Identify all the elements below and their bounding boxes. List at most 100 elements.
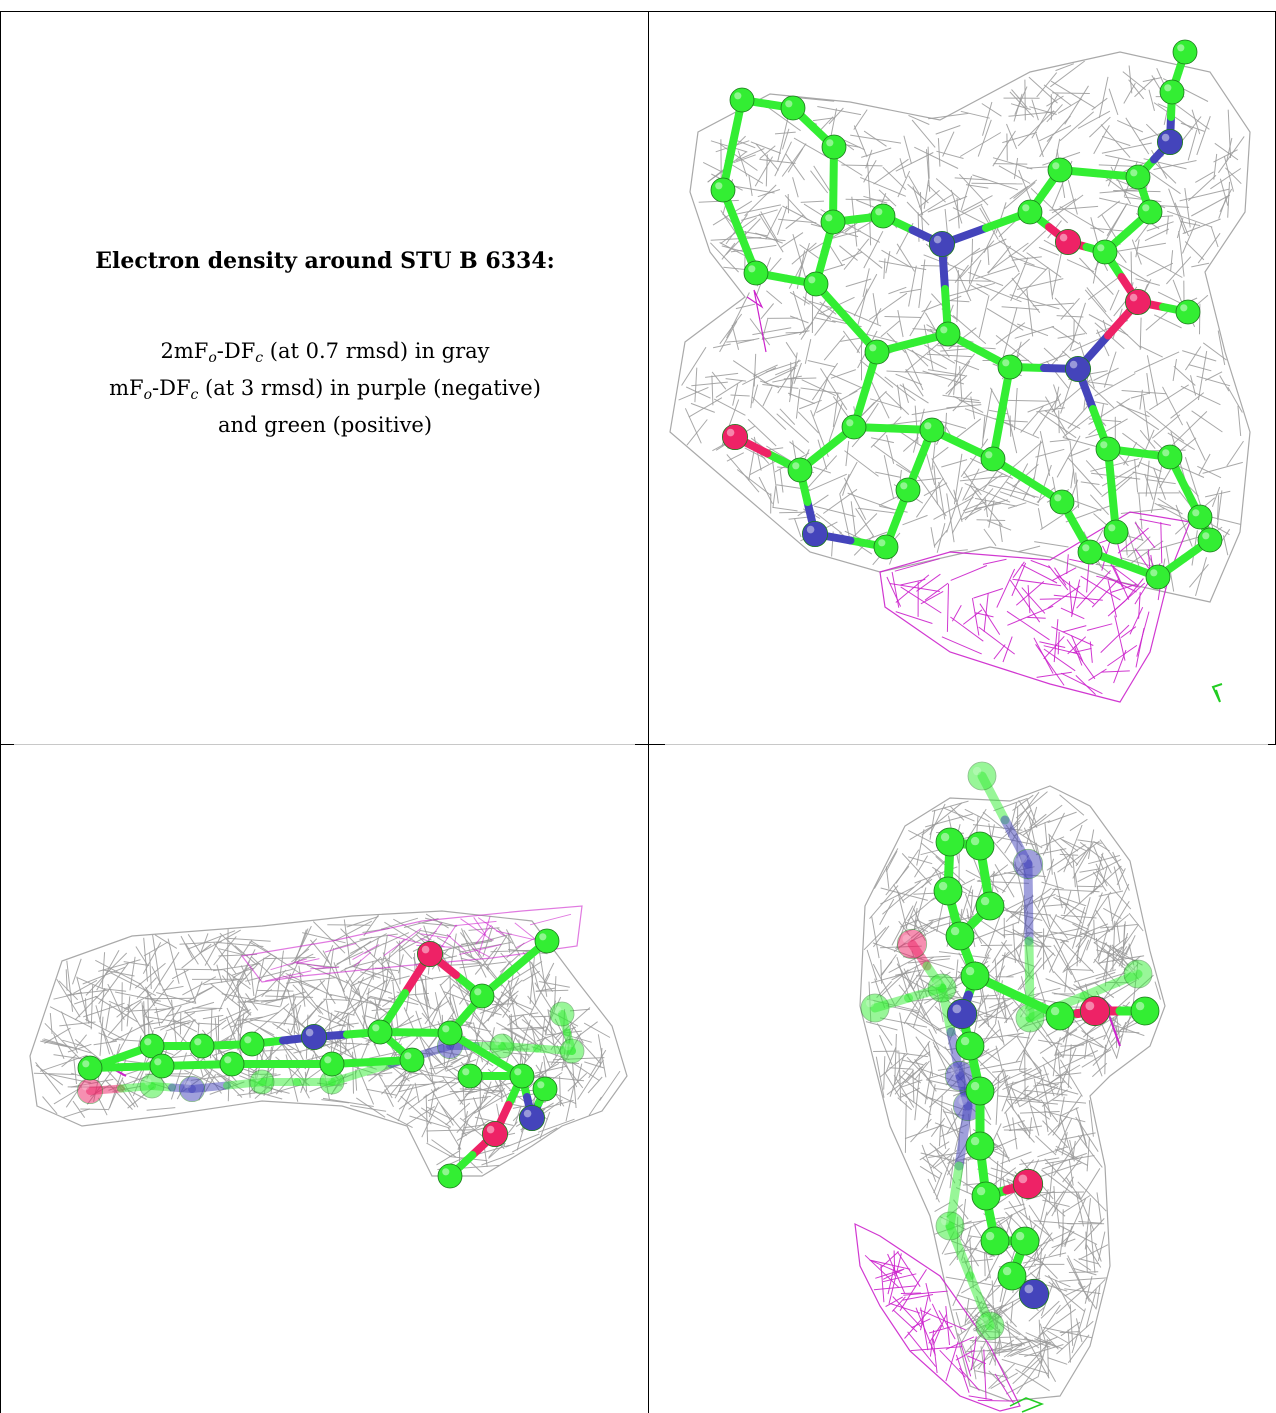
top-view-carbon-atom-highlight [1022, 204, 1030, 212]
side-view-carbon-atom-highlight [372, 1024, 380, 1032]
top-view-carbon-atom [803, 271, 829, 297]
side-view-carbon-atom [139, 1033, 165, 1059]
side-view-back-nitrogen-atom [178, 1075, 205, 1102]
edge-view-carbon-atom [935, 827, 965, 857]
top-view-carbon-atom-highlight [734, 92, 742, 100]
side-view-carbon-atom [219, 1051, 245, 1077]
top-view-carbon-atom [710, 177, 736, 203]
edge-view-oxygen-atom [1079, 995, 1111, 1027]
edge-view-carbon-atom [965, 831, 995, 861]
top-view-carbon-atom [1145, 564, 1171, 590]
positive-density-fragment [1009, 1397, 1045, 1413]
side-view-oxygen-atom [481, 1120, 508, 1147]
top-view-carbon-atom-highlight [875, 208, 883, 216]
edge-view-carbon-atom-highlight [1015, 1231, 1025, 1241]
top-view-carbon-atom-highlight [1192, 509, 1200, 517]
edge-view-carbon-atom [965, 1131, 995, 1161]
negative-density-mesh [240, 905, 583, 983]
top-view-oxygen-atom-highlight [1129, 293, 1138, 302]
side-view-carbon-atom-highlight [194, 1038, 202, 1046]
edge-view-oxygen-atom [1012, 1168, 1044, 1200]
side-view-carbon-atom-highlight [537, 1081, 545, 1089]
edge-view-carbon-atom [997, 1261, 1027, 1291]
edge-view-oxygen-atom-highlight [1018, 1174, 1028, 1184]
edge-view-carbon-atom-highlight [985, 1231, 995, 1241]
side-view-carbon-atom [189, 1033, 215, 1059]
edge-view-carbon-atom [933, 876, 963, 906]
edge-view-carbon-atom [965, 1076, 995, 1106]
edge-view-carbon-atom [980, 1226, 1010, 1256]
top-view-carbon-atom-highlight [1054, 494, 1062, 502]
top-view-oxygen-atom [1054, 228, 1081, 255]
top-view-nitrogen-atom [801, 520, 828, 547]
edge-view-carbon-atom [1130, 996, 1160, 1026]
caption-title: Electron density around STU B 6334: [95, 248, 555, 274]
edge-view-carbon-atom [1010, 1226, 1040, 1256]
negative-density-mesh [879, 511, 1191, 703]
edge-view-carbon-atom-highlight [940, 832, 950, 842]
side-view-carbon-atom [437, 1020, 463, 1046]
edge-view-carbon-atom [955, 1031, 985, 1061]
top-view-carbon-atom-highlight [785, 100, 793, 108]
top-view-carbon-atom-highlight [1108, 524, 1116, 532]
side-view-back-carbon-atom [249, 1069, 275, 1095]
edge-view-back-carbon-atom [975, 1311, 1005, 1341]
edge-view-back-carbon-atom-highlight [865, 998, 875, 1008]
edge-view-back-oxygen-atom-highlight [902, 934, 912, 944]
top-view-carbon-atom-highlight [1100, 441, 1108, 449]
edge-view-back-carbon-atom [935, 1211, 965, 1241]
edge-view-back-carbon-atom-highlight [940, 1216, 950, 1226]
top-view-carbon-atom-highlight [985, 451, 993, 459]
edge-view-back-nitrogen-atom-highlight [950, 1066, 960, 1076]
caption-cell: Electron density around STU B 6334: 2mFo… [20, 248, 630, 440]
edge-view-carbon-atom [1045, 1001, 1075, 1031]
top-view-carbon-atom [1175, 299, 1201, 325]
divider-tick-right [1268, 744, 1276, 745]
side-view-carbon-atom-highlight [474, 988, 482, 996]
side-view-back-oxygen-atom [77, 1077, 104, 1104]
side-view-nitrogen-atom-highlight [523, 1109, 532, 1118]
top-view-carbon-atom [841, 414, 867, 440]
caption-line-positive: and green (positive) [217, 413, 433, 437]
side-view-back-carbon-atom [139, 1073, 165, 1099]
edge-view-back-carbon-atom [1123, 959, 1153, 989]
edge-view-back-carbon-atom-highlight [1128, 964, 1138, 974]
side-view-carbon-atom [532, 1076, 558, 1102]
side-view-carbon-atom [367, 1019, 393, 1045]
edge-view-nitrogen-atom-highlight [952, 1004, 962, 1014]
top-view-carbon-atom-highlight [808, 276, 816, 284]
table-border-top [0, 11, 1276, 12]
edge-view-nitrogen-atom [1018, 1278, 1050, 1310]
edge-view-carbon-atom-highlight [1050, 1006, 1060, 1016]
top-view-carbon-atom-highlight [1150, 569, 1158, 577]
top-view-oxygen-atom-highlight [1059, 233, 1068, 242]
top-view-carbon-atom [895, 477, 921, 503]
edge-view-carbon-atom-highlight [970, 1081, 980, 1091]
edge-view-back-carbon-atom-highlight [932, 978, 942, 988]
side-view-nitrogen-atom [519, 1104, 546, 1131]
edge-view-back-carbon-atom [927, 973, 957, 1003]
top-view-carbon-atom-highlight [1180, 304, 1188, 312]
side-view-back-carbon-atom-highlight [254, 1074, 262, 1082]
top-view-carbon-atom-highlight [1082, 544, 1090, 552]
side-view-nitrogen-atom-highlight [305, 1028, 314, 1037]
side-view-carbon-atom-highlight [442, 1025, 450, 1033]
top-view-oxygen-atom [1124, 288, 1151, 315]
edge-view-back-nitrogen-atom-highlight [958, 1096, 968, 1106]
side-view-carbon-atom-highlight [244, 1036, 252, 1044]
side-view-oxygen-atom-highlight [421, 945, 430, 954]
molecule-view-side [29, 905, 628, 1189]
side-view-carbon-atom-highlight [539, 933, 547, 941]
top-view-nitrogen-atom-highlight [933, 235, 942, 244]
top-view-carbon-atom [1157, 444, 1183, 470]
top-view-carbon-atom [1103, 519, 1129, 545]
side-view-back-oxygen-atom-highlight [81, 1082, 90, 1091]
top-view-carbon-atom [1095, 436, 1121, 462]
side-view-back-carbon-atom [559, 1038, 585, 1064]
top-view-carbon-atom-highlight [846, 419, 854, 427]
side-view-carbon-atom-highlight [442, 1168, 450, 1176]
top-view-carbon-atom-highlight [1164, 84, 1172, 92]
edge-view-carbon-atom-highlight [976, 1186, 986, 1196]
side-view-carbon-atom-highlight [404, 1052, 412, 1060]
side-view-carbon-atom-highlight [154, 1058, 162, 1066]
